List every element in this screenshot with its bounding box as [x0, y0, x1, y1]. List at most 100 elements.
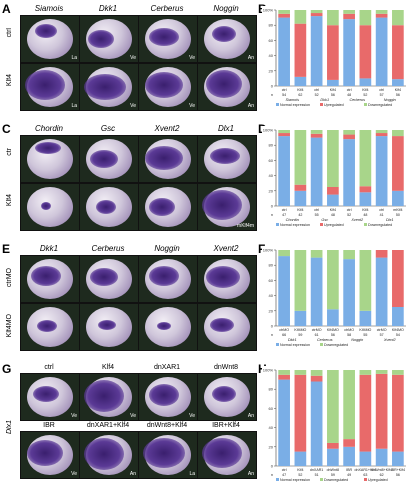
n-value: 55 — [315, 213, 319, 217]
y-tick-label: 60 — [269, 406, 274, 411]
category-label: ctrl — [379, 208, 384, 212]
embryo-cell — [20, 303, 80, 351]
bar-segment — [392, 190, 404, 206]
category-label: ctrl — [347, 88, 352, 92]
n-value: 52 — [315, 93, 319, 97]
bar-segment — [294, 190, 307, 206]
stain-region — [84, 74, 126, 100]
category-label: Klf4 — [362, 208, 368, 212]
group-label: Chordin — [286, 218, 299, 222]
y-tick-label: 0 — [271, 204, 274, 209]
n-value: 47 — [282, 473, 286, 477]
y-tick-label: 0 — [271, 464, 274, 469]
category-label: dnWnt8+Klf4 — [371, 468, 392, 472]
n-value: 61 — [315, 333, 319, 337]
stain-region — [37, 320, 57, 332]
y-tick-label: 80 — [269, 387, 274, 392]
bar-segment — [278, 379, 290, 466]
y-tick-label: 0 — [271, 84, 274, 89]
group-label: Cerberus — [349, 98, 365, 102]
bar-segment — [310, 13, 323, 17]
bar-segment — [278, 10, 290, 14]
n-value: 66 — [282, 333, 286, 337]
stain-region — [98, 320, 116, 330]
row-label: ctrMO — [6, 268, 13, 288]
stain-region — [149, 28, 179, 46]
bar-segment — [294, 184, 307, 191]
bar-segment — [327, 187, 339, 195]
category-label: ctrMO — [312, 328, 322, 332]
bar-segment — [294, 451, 307, 466]
stain-region — [210, 148, 240, 164]
y-tick-label: 40 — [269, 425, 274, 430]
bar-segment — [375, 250, 388, 258]
panel-letter-e: E — [2, 242, 11, 256]
bar-segment — [294, 10, 307, 24]
y-tick-label: 60 — [269, 278, 274, 283]
embryo-cell — [138, 303, 198, 351]
category-label: IBR+Klf4 — [391, 468, 405, 472]
bar-segment — [375, 370, 388, 374]
stain-region — [202, 438, 242, 468]
panel-letter-c: C — [2, 122, 11, 136]
bar-segment — [278, 374, 290, 380]
bar-segment — [392, 10, 404, 26]
bar-segment — [294, 310, 307, 326]
group-label: Xvent2 — [350, 218, 364, 222]
bar-segment — [327, 448, 339, 466]
embryo-cell: Ve — [20, 373, 80, 421]
category-label: ctrl — [282, 468, 287, 472]
legend-swatch — [276, 223, 279, 226]
group-label: Xvent2 — [383, 338, 397, 342]
condition-label: dnXAR1+Klf4 — [86, 422, 130, 429]
y-tick-label: 80 — [269, 23, 274, 28]
embryo-cell: mKlf4m — [197, 183, 257, 231]
bar-segment — [392, 250, 404, 307]
category-label: ctrl — [282, 88, 287, 92]
bar-segment — [359, 451, 372, 466]
n-value: 52 — [347, 213, 351, 217]
view-label: Ve — [189, 55, 195, 61]
bar-segment — [375, 448, 388, 466]
gene-label: Gsc — [100, 124, 116, 133]
n-value: 54 — [282, 93, 286, 97]
bar-segment — [375, 10, 388, 14]
stain-region — [35, 24, 57, 38]
bar-segment — [343, 439, 355, 447]
embryo-cell — [138, 183, 198, 231]
y-tick-label: 100% — [263, 248, 274, 253]
category-label: Klf4 — [297, 208, 303, 212]
bar-segment — [375, 17, 388, 86]
bar-segment — [310, 133, 323, 138]
group-label: Siamois — [285, 98, 299, 102]
embryo-cell — [79, 183, 139, 231]
bar-segment — [278, 130, 290, 134]
bar-segment — [310, 137, 323, 206]
view-label: An — [247, 471, 254, 477]
bar-segment — [327, 194, 339, 206]
stain-region — [212, 26, 236, 42]
y-tick-label: 80 — [269, 263, 274, 268]
n-label: n — [271, 473, 273, 477]
n-value: 42 — [298, 213, 302, 217]
embryo-cell — [20, 255, 80, 303]
category-label: dnXAR1 — [310, 468, 323, 472]
stain-region — [145, 146, 183, 170]
n-label: n — [271, 213, 273, 217]
stain-region — [96, 200, 116, 214]
bar-segment — [310, 10, 323, 14]
bar-segment — [278, 133, 290, 137]
stain-region — [84, 380, 124, 412]
row-label: Klf4 — [6, 74, 13, 87]
condition-label: dnXAR1 — [153, 364, 181, 371]
bar-segment — [359, 370, 372, 375]
category-label: IBR — [346, 468, 352, 472]
legend-label: Upregulated — [324, 223, 344, 227]
category-label: ctrMO — [377, 328, 387, 332]
embryo-cell — [79, 135, 139, 183]
bar-segment — [375, 130, 388, 134]
bar-segment — [327, 130, 339, 187]
legend-swatch — [320, 478, 323, 481]
category-label: ctrl — [347, 208, 352, 212]
n-value: 63 — [363, 473, 367, 477]
